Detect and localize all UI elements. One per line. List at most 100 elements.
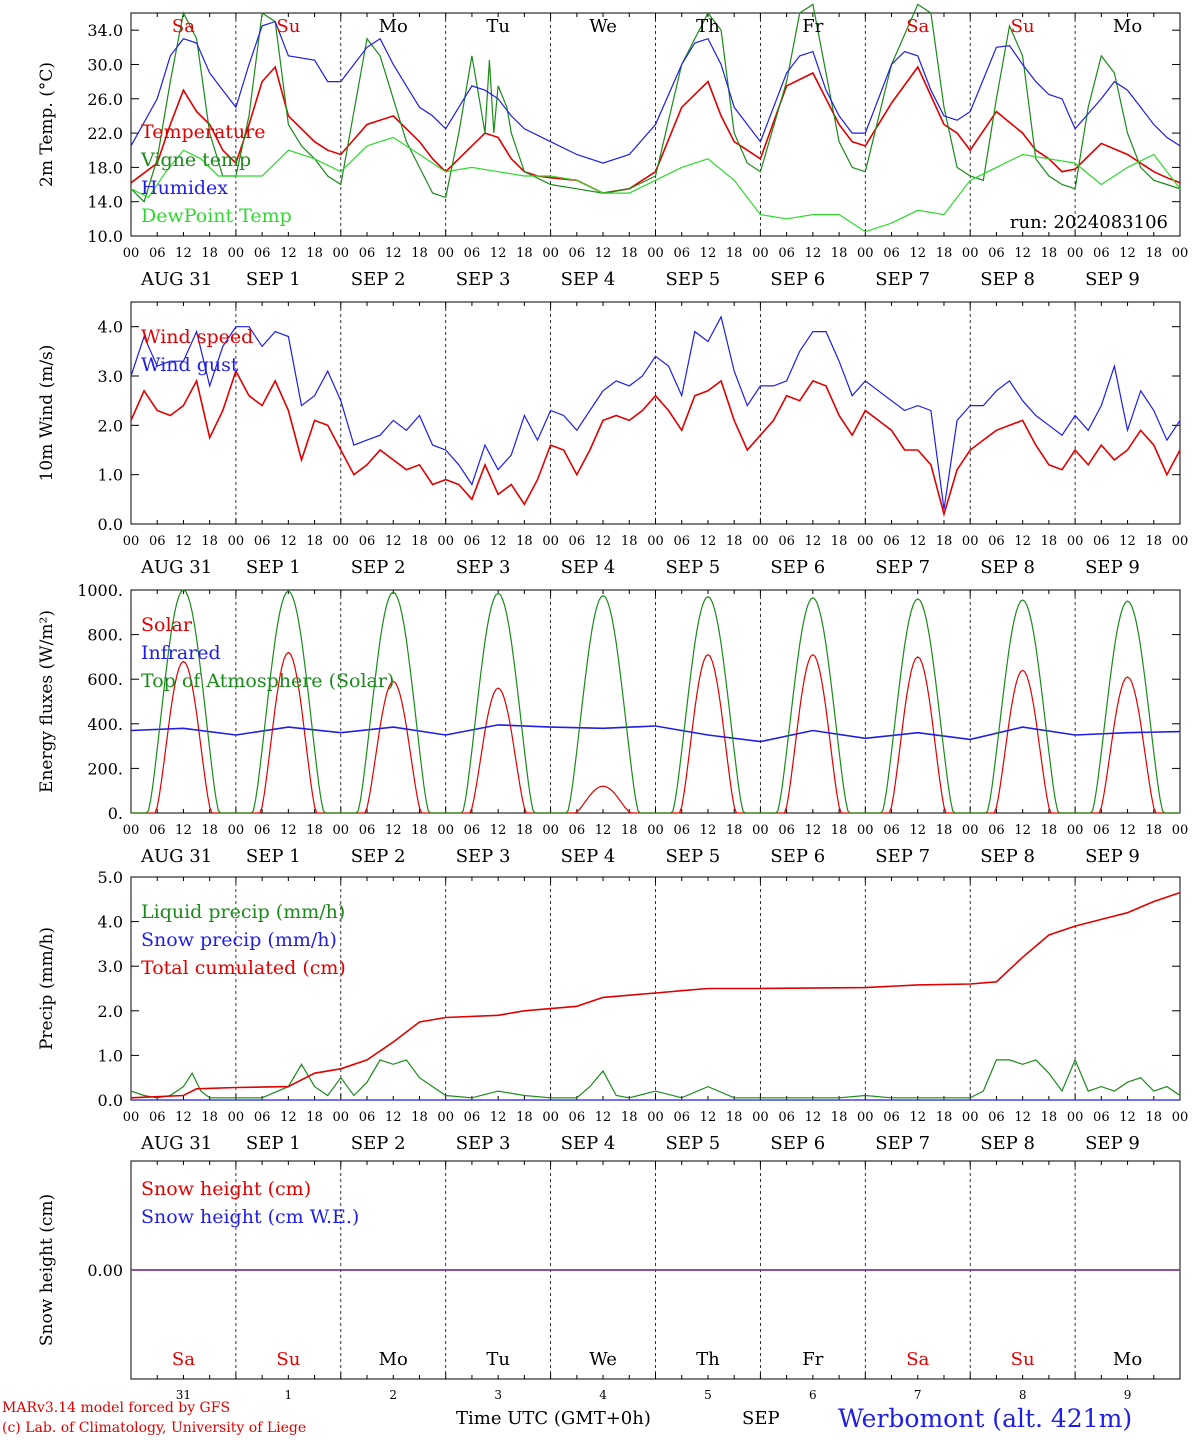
day-label: SEP 2 bbox=[351, 557, 406, 578]
hour-tick-label: 12 bbox=[175, 823, 192, 838]
hour-tick-label: 06 bbox=[149, 823, 166, 838]
hour-tick-label: 12 bbox=[805, 534, 822, 549]
hour-tick-label: 00 bbox=[228, 246, 245, 261]
hour-tick-label: 00 bbox=[962, 823, 979, 838]
hour-tick-label: 12 bbox=[280, 1110, 297, 1125]
hour-tick-label: 18 bbox=[516, 246, 533, 261]
hour-tick-label: 18 bbox=[726, 1110, 743, 1125]
hour-tick-label: 12 bbox=[280, 246, 297, 261]
hour-tick-label: 18 bbox=[1041, 1110, 1058, 1125]
weekday-label: Mo bbox=[379, 1349, 408, 1370]
hour-tick-label: 00 bbox=[752, 534, 769, 549]
hour-tick-label: 00 bbox=[437, 823, 454, 838]
hour-tick-label: 06 bbox=[778, 1110, 795, 1125]
hour-tick-label: 18 bbox=[411, 534, 428, 549]
hour-tick-label: 18 bbox=[411, 1110, 428, 1125]
hour-tick-label: 00 bbox=[542, 246, 559, 261]
hour-tick-label: 12 bbox=[700, 246, 717, 261]
day-label: SEP 4 bbox=[561, 269, 616, 290]
day-number: 3 bbox=[494, 1388, 502, 1402]
hour-tick-label: 00 bbox=[542, 1110, 559, 1125]
y-tick-label: 4.0 bbox=[98, 318, 123, 337]
hour-tick-label: 06 bbox=[254, 534, 271, 549]
hour-tick-label: 00 bbox=[437, 1110, 454, 1125]
day-label: AUG 31 bbox=[140, 846, 212, 867]
hour-tick-label: 06 bbox=[778, 823, 795, 838]
hour-tick-label: 12 bbox=[595, 1110, 612, 1125]
weekday-label: Sa bbox=[906, 16, 929, 37]
hour-tick-label: 00 bbox=[228, 823, 245, 838]
hour-tick-label: 18 bbox=[1146, 246, 1163, 261]
series-dewpoint-line bbox=[130, 136, 1181, 233]
hour-tick-label: 18 bbox=[306, 534, 323, 549]
day-label: SEP 9 bbox=[1085, 269, 1140, 290]
hour-tick-label: 06 bbox=[883, 246, 900, 261]
legend-snow_precip: Snow precip (mm/h) bbox=[141, 929, 337, 951]
day-label: SEP 7 bbox=[875, 1133, 930, 1154]
series-wind_speed-line bbox=[130, 369, 1181, 518]
day-label: SEP 7 bbox=[875, 846, 930, 867]
hour-tick-label: 00 bbox=[333, 534, 350, 549]
hour-tick-label: 00 bbox=[123, 823, 140, 838]
hour-tick-label: 06 bbox=[673, 534, 690, 549]
y-tick-label: 2.0 bbox=[98, 1002, 123, 1021]
hour-tick-label: 18 bbox=[621, 823, 638, 838]
hour-tick-label: 06 bbox=[254, 823, 271, 838]
hour-tick-label: 00 bbox=[333, 1110, 350, 1125]
weekday-label: Fr bbox=[802, 16, 823, 37]
hour-tick-label: 18 bbox=[831, 823, 848, 838]
hour-tick-label: 06 bbox=[988, 534, 1005, 549]
y-tick-label: 22.0 bbox=[87, 124, 123, 143]
day-label: SEP 3 bbox=[456, 1133, 511, 1154]
hour-tick-label: 06 bbox=[883, 534, 900, 549]
y-tick-label: 0.0 bbox=[98, 515, 123, 534]
day-label: SEP 4 bbox=[561, 1133, 616, 1154]
day-label: SEP 3 bbox=[456, 846, 511, 867]
hour-tick-label: 00 bbox=[752, 246, 769, 261]
hour-tick-label: 06 bbox=[1093, 534, 1110, 549]
hour-tick-label: 12 bbox=[175, 534, 192, 549]
hour-tick-label: 18 bbox=[936, 534, 953, 549]
weekday-label: We bbox=[589, 1349, 617, 1370]
y-tick-label: 1.0 bbox=[98, 1046, 123, 1065]
hour-tick-label: 12 bbox=[385, 823, 402, 838]
hour-tick-label: 12 bbox=[490, 823, 507, 838]
hour-tick-label: 12 bbox=[805, 823, 822, 838]
y-tick-label: 3.0 bbox=[98, 957, 123, 976]
weekday-label: Mo bbox=[379, 16, 408, 37]
hour-tick-label: 18 bbox=[201, 534, 218, 549]
hour-tick-label: 06 bbox=[149, 246, 166, 261]
day-number: 31 bbox=[176, 1388, 191, 1402]
y-tick-label: 14.0 bbox=[87, 193, 123, 212]
hour-tick-label: 12 bbox=[280, 534, 297, 549]
day-number: 2 bbox=[389, 1388, 397, 1402]
hour-tick-label: 06 bbox=[569, 1110, 586, 1125]
hour-tick-label: 12 bbox=[805, 1110, 822, 1125]
hour-tick-label: 00 bbox=[752, 1110, 769, 1125]
y-tick-label: 1.0 bbox=[98, 466, 123, 485]
day-label: SEP 2 bbox=[351, 1133, 406, 1154]
hour-tick-label: 00 bbox=[857, 823, 874, 838]
hour-tick-label: 06 bbox=[988, 246, 1005, 261]
panel-2: 0.0 1.0 2.0 3.0 4.0 10m Wind (m/s) 00 06 12 18 00 0… bbox=[37, 301, 1188, 578]
weekday-label: Su bbox=[276, 1349, 300, 1370]
hour-tick-label: 18 bbox=[936, 823, 953, 838]
hour-tick-label: 06 bbox=[359, 1110, 376, 1125]
hour-tick-label: 00 bbox=[857, 534, 874, 549]
hour-tick-label: 00 bbox=[857, 1110, 874, 1125]
panel-4: 0.0 1.0 2.0 3.0 4.0 5.0 Precip (mm/h) 00 06 12 18 0… bbox=[37, 868, 1188, 1154]
series-toa-line bbox=[131, 589, 1180, 814]
hour-tick-label: 18 bbox=[516, 823, 533, 838]
legend-wind_speed: Wind speed bbox=[141, 326, 253, 348]
y-tick-label: 600. bbox=[87, 670, 123, 689]
y-tick-label: 1000. bbox=[77, 581, 123, 600]
weekday-label: Mo bbox=[1113, 16, 1142, 37]
plot-frame bbox=[130, 589, 1181, 814]
hour-tick-label: 18 bbox=[726, 823, 743, 838]
day-label: AUG 31 bbox=[140, 269, 212, 290]
hour-tick-label: 18 bbox=[201, 823, 218, 838]
hour-tick-label: 18 bbox=[411, 823, 428, 838]
hour-tick-label: 06 bbox=[359, 246, 376, 261]
day-label: AUG 31 bbox=[140, 557, 212, 578]
